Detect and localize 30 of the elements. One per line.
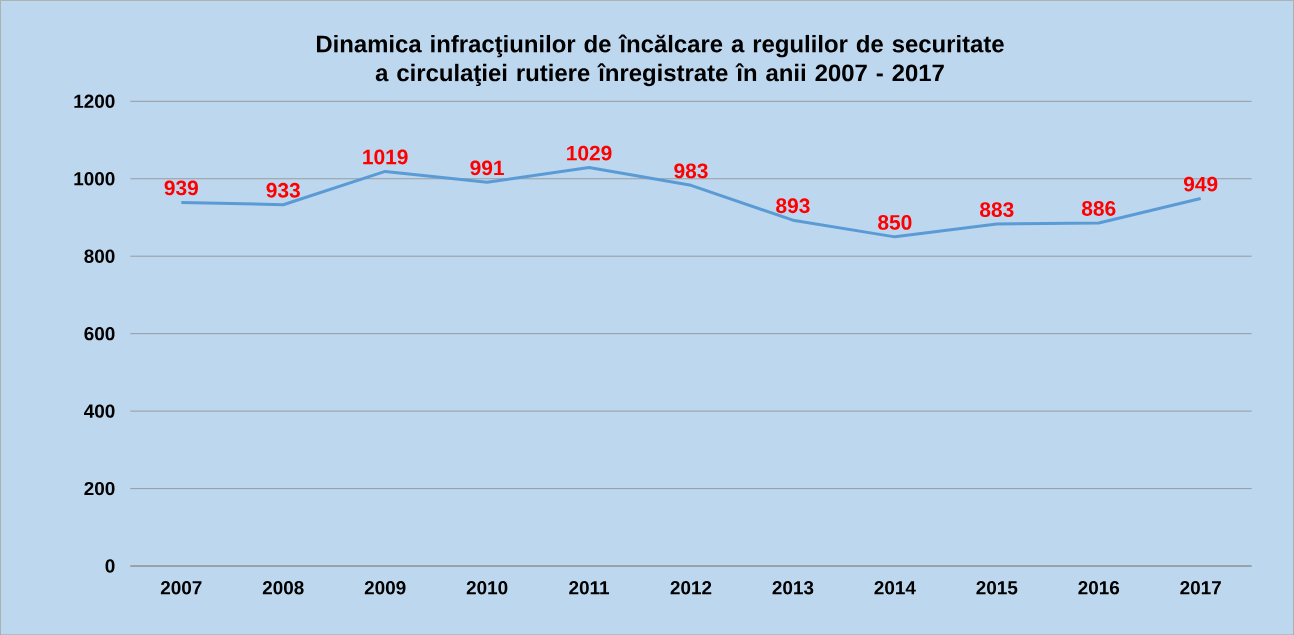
y-tick-label: 0 <box>105 559 115 573</box>
data-label: 939 <box>164 180 198 196</box>
data-label: 949 <box>1183 176 1218 192</box>
y-tick-label: 400 <box>84 404 115 418</box>
x-tick-label: 2012 <box>670 580 712 595</box>
y-tick-label: 200 <box>84 481 115 496</box>
data-label: 933 <box>266 182 300 198</box>
data-label: 886 <box>1081 200 1116 216</box>
data-label: 983 <box>674 163 708 179</box>
x-tick-label: 2017 <box>1180 580 1221 595</box>
y-tick-label: 800 <box>84 249 115 263</box>
data-label: 893 <box>776 198 810 213</box>
y-tick-label: 600 <box>84 326 115 341</box>
y-tick-label: 1000 <box>74 171 115 186</box>
data-label: 991 <box>470 160 504 176</box>
y-tick-label: 1200 <box>74 94 115 108</box>
x-tick-label: 2010 <box>466 580 508 595</box>
x-tick-label: 2016 <box>1078 580 1120 595</box>
chart-title: Dinamica infracţiunilor de încălcare a regulilor de securitate a circulaţiei rutiere înregistrate în anii 2007 - 2017 <box>316 34 1004 86</box>
x-tick-label: 2009 <box>364 580 406 595</box>
data-label: 1029 <box>567 145 612 161</box>
data-label: 1019 <box>363 149 408 165</box>
x-tick-label: 2015 <box>976 580 1018 595</box>
data-label: 850 <box>878 214 912 230</box>
x-tick-label: 2008 <box>262 580 304 595</box>
data-label: 883 <box>980 202 1014 217</box>
x-tick-label: 2011 <box>569 580 610 595</box>
x-tick-label: 2014 <box>874 580 916 595</box>
x-tick-label: 2013 <box>772 580 814 595</box>
x-tick-label: 2007 <box>160 580 202 595</box>
